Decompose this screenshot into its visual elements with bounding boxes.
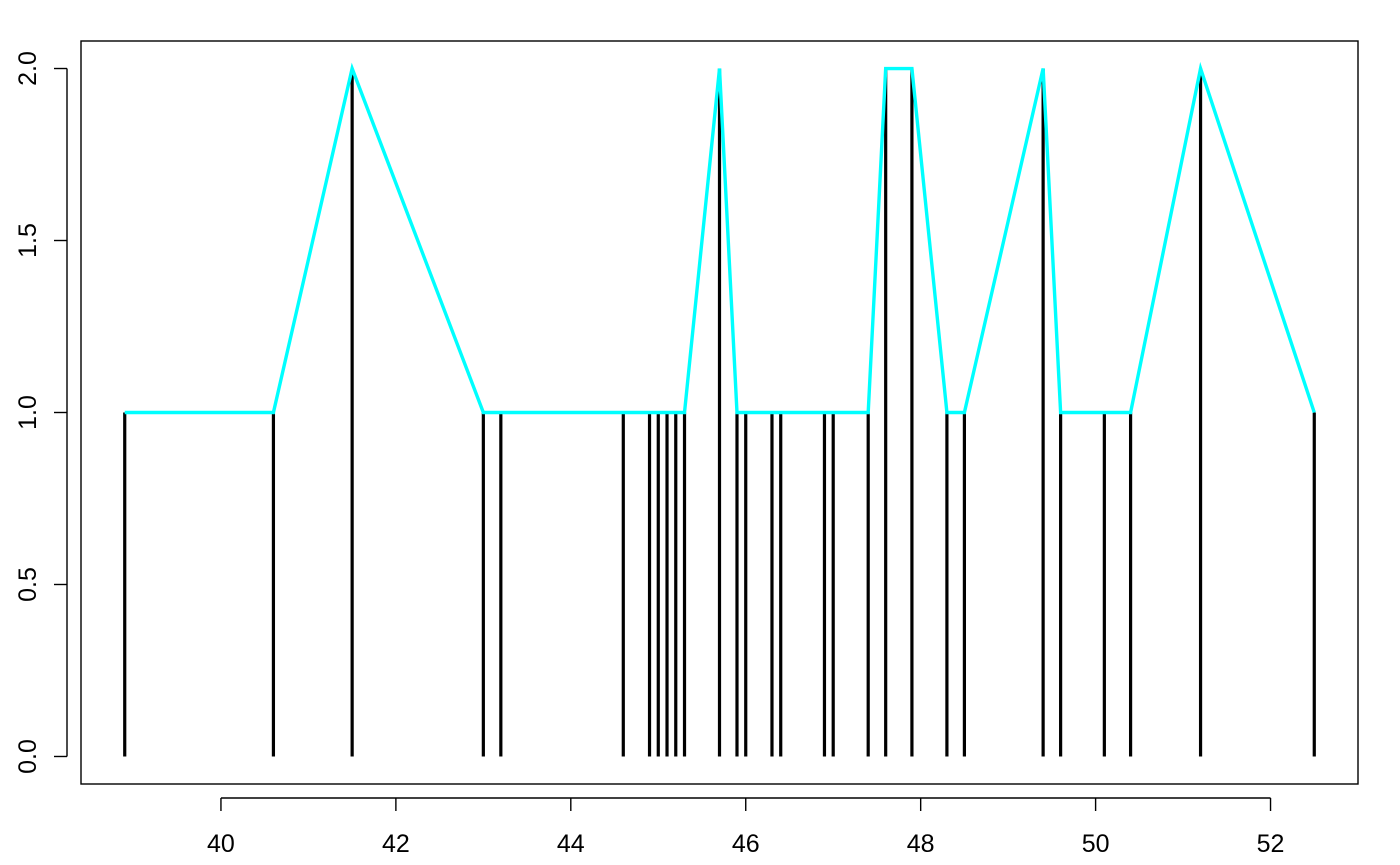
y-tick-label-2: 1.0 (14, 395, 42, 430)
x-tick-label-2: 44 (557, 830, 585, 858)
y-tick-label-3: 1.5 (14, 223, 42, 258)
x-tick-label-6: 52 (1257, 830, 1285, 858)
x-tick-label-5: 50 (1082, 830, 1110, 858)
x-tick-label-1: 42 (382, 830, 410, 858)
spikes-layer (123, 68, 1316, 757)
y-tick-label-1: 0.5 (14, 567, 42, 602)
plot-frame (80, 40, 1359, 785)
y-tick-label-4: 2.0 (14, 51, 42, 86)
x-tick-label-0: 40 (207, 830, 235, 858)
poly-layer (124, 61, 1316, 415)
x-tick-label-3: 46 (732, 830, 760, 858)
x-axis: 40 42 44 46 48 50 52 (207, 797, 1285, 858)
y-axis: 0.0 0.5 1.0 1.5 2.0 (14, 51, 68, 774)
y-tick-label-0: 0.0 (14, 739, 42, 774)
x-tick-label-4: 48 (907, 830, 935, 858)
series-line-1 (124, 61, 1316, 415)
